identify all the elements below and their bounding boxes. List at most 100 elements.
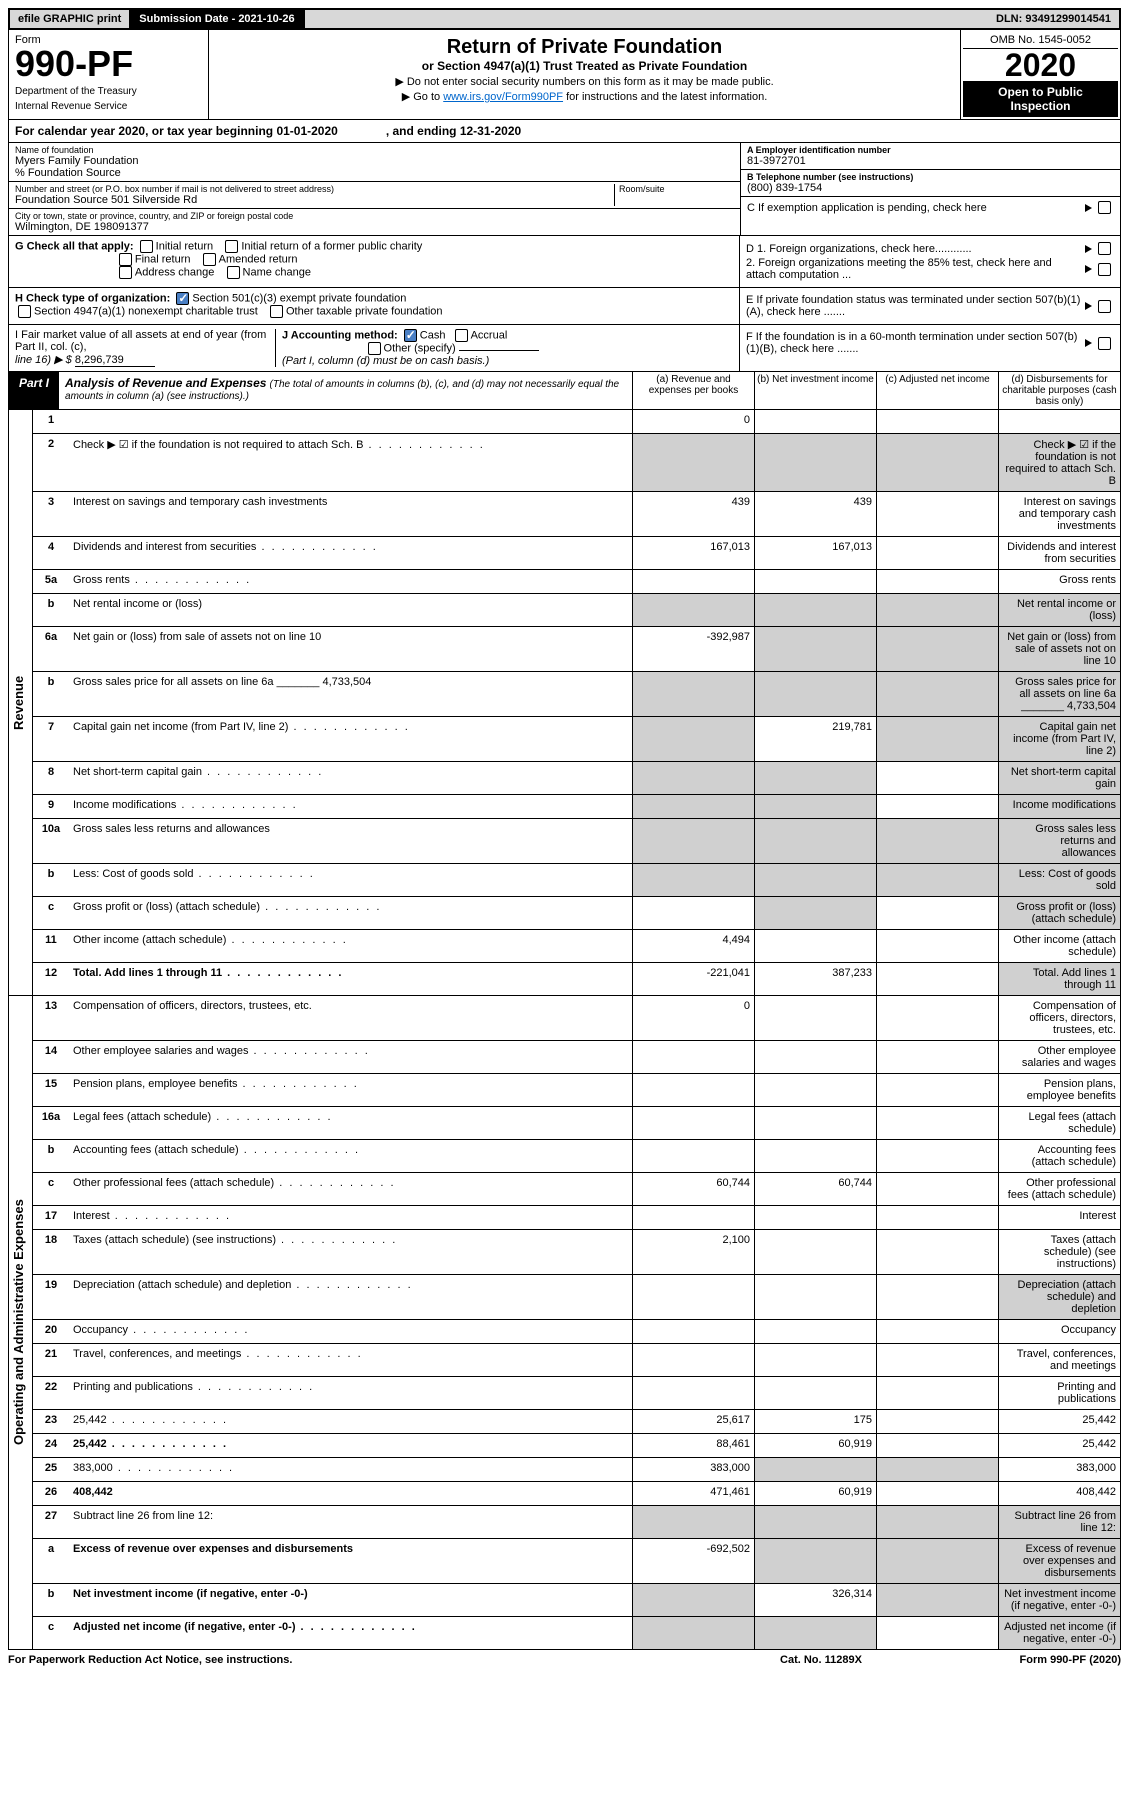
amount-col-b — [754, 594, 876, 626]
revenue-rows: 102Check ▶ ☑ if the foundation is not re… — [33, 410, 1120, 995]
amount-col-b: 60,744 — [754, 1173, 876, 1205]
amount-col-c — [876, 1173, 998, 1205]
amount-col-a — [632, 1206, 754, 1229]
expenses-side-label: Operating and Administrative Expenses — [9, 996, 33, 1649]
e-checkbox[interactable] — [1098, 300, 1111, 313]
g-final-checkbox[interactable] — [119, 253, 132, 266]
table-row: 20OccupancyOccupancy — [33, 1320, 1120, 1344]
table-row: 8Net short-term capital gainNet short-te… — [33, 762, 1120, 795]
h2-checkbox[interactable] — [18, 305, 31, 318]
amount-col-a — [632, 1506, 754, 1538]
j-cash-checkbox[interactable] — [404, 329, 417, 342]
section-h-e: H Check type of organization: Section 50… — [8, 288, 1121, 325]
amount-col-a — [632, 1377, 754, 1409]
amount-col-c — [876, 1434, 998, 1457]
g-initial-checkbox[interactable] — [140, 240, 153, 253]
amount-col-d: Other employee salaries and wages — [998, 1041, 1120, 1073]
line-number: 14 — [33, 1041, 69, 1073]
amount-col-b: 326,314 — [754, 1584, 876, 1616]
g-name-checkbox[interactable] — [227, 266, 240, 279]
table-row: 25383,000383,000383,000 — [33, 1458, 1120, 1482]
address-value: Foundation Source 501 Silverside Rd — [15, 194, 614, 206]
table-row: 5aGross rentsGross rents — [33, 570, 1120, 594]
amount-col-a — [632, 795, 754, 818]
amount-col-c — [876, 1206, 998, 1229]
ij-section: I Fair market value of all assets at end… — [9, 325, 740, 371]
h1-checkbox[interactable] — [176, 292, 189, 305]
arrow-icon — [1085, 245, 1092, 253]
h-section: H Check type of organization: Section 50… — [9, 288, 740, 324]
line-number: 7 — [33, 717, 69, 761]
table-row: bGross sales price for all assets on lin… — [33, 672, 1120, 717]
g-initial-former-checkbox[interactable] — [225, 240, 238, 253]
h3-checkbox[interactable] — [270, 305, 283, 318]
g-address-checkbox[interactable] — [119, 266, 132, 279]
amount-col-a: -221,041 — [632, 963, 754, 995]
amount-col-b — [754, 672, 876, 716]
amount-col-c — [876, 410, 998, 433]
amount-col-c — [876, 1584, 998, 1616]
amount-col-b — [754, 1539, 876, 1583]
line-number: 17 — [33, 1206, 69, 1229]
table-row: 16aLegal fees (attach schedule)Legal fee… — [33, 1107, 1120, 1140]
c-checkbox[interactable] — [1098, 201, 1111, 214]
line-number: 15 — [33, 1074, 69, 1106]
amount-col-b — [754, 819, 876, 863]
city-label: City or town, state or province, country… — [15, 211, 734, 221]
tel-label: B Telephone number (see instructions) — [747, 172, 913, 182]
line-description: Excess of revenue over expenses and disb… — [69, 1539, 632, 1583]
revenue-table: Revenue 102Check ▶ ☑ if the foundation i… — [8, 410, 1121, 996]
line-description: Dividends and interest from securities — [69, 537, 632, 569]
amount-col-d: Accounting fees (attach schedule) — [998, 1140, 1120, 1172]
footer-center: Cat. No. 11289X — [721, 1654, 921, 1666]
table-row: 4Dividends and interest from securities1… — [33, 537, 1120, 570]
amount-col-d: Travel, conferences, and meetings — [998, 1344, 1120, 1376]
amount-col-c — [876, 1140, 998, 1172]
h-label: H Check type of organization: — [15, 292, 170, 304]
d2-label: 2. Foreign organizations meeting the 85%… — [746, 257, 1082, 281]
form-link[interactable]: www.irs.gov/Form990PF — [443, 91, 563, 103]
info-left: Name of foundation Myers Family Foundati… — [9, 143, 740, 235]
col-a-header: (a) Revenue and expenses per books — [632, 372, 754, 409]
line-number: b — [33, 864, 69, 896]
amount-col-a — [632, 1584, 754, 1616]
line-number: 25 — [33, 1458, 69, 1481]
amount-col-d: Net rental income or (loss) — [998, 594, 1120, 626]
amount-col-c — [876, 1074, 998, 1106]
f-checkbox[interactable] — [1098, 337, 1111, 350]
amount-col-a: 439 — [632, 492, 754, 536]
amount-col-a — [632, 717, 754, 761]
amount-col-c — [876, 1275, 998, 1319]
line-description: Interest on savings and temporary cash i… — [69, 492, 632, 536]
j-other-checkbox[interactable] — [368, 342, 381, 355]
amount-col-a — [632, 1041, 754, 1073]
d2-checkbox[interactable] — [1098, 263, 1111, 276]
amount-col-a — [632, 1617, 754, 1649]
amount-col-a: 2,100 — [632, 1230, 754, 1274]
line-description: Income modifications — [69, 795, 632, 818]
amount-col-d: Gross rents — [998, 570, 1120, 593]
d1-checkbox[interactable] — [1098, 242, 1111, 255]
table-row: cAdjusted net income (if negative, enter… — [33, 1617, 1120, 1649]
g-amended-checkbox[interactable] — [203, 253, 216, 266]
amount-col-a — [632, 864, 754, 896]
line-number: b — [33, 1584, 69, 1616]
amount-col-b — [754, 410, 876, 433]
amount-col-d: Less: Cost of goods sold — [998, 864, 1120, 896]
amount-col-b — [754, 1320, 876, 1343]
dept-irs: Internal Revenue Service — [15, 101, 202, 112]
inst-1: ▶ Do not enter social security numbers o… — [215, 75, 954, 88]
line-description: Check ▶ ☑ if the foundation is not requi… — [69, 434, 632, 491]
table-row: bNet investment income (if negative, ent… — [33, 1584, 1120, 1617]
dept-treasury: Department of the Treasury — [15, 86, 202, 97]
amount-col-c — [876, 897, 998, 929]
amount-col-c — [876, 1482, 998, 1505]
table-row: 14Other employee salaries and wagesOther… — [33, 1041, 1120, 1074]
amount-col-a — [632, 1344, 754, 1376]
line-number: 12 — [33, 963, 69, 995]
line-number: 9 — [33, 795, 69, 818]
j-accrual-checkbox[interactable] — [455, 329, 468, 342]
table-row: aExcess of revenue over expenses and dis… — [33, 1539, 1120, 1584]
line-number: 26 — [33, 1482, 69, 1505]
form-title: Return of Private Foundation — [215, 36, 954, 59]
